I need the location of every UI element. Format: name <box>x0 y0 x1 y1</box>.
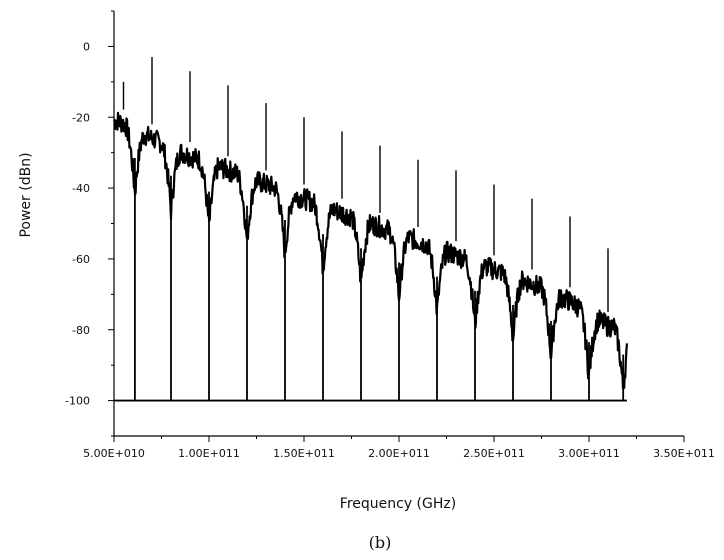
x-tick-label: 3.50E+011 <box>653 447 715 460</box>
x-tick-label: 5.00E+010 <box>83 447 145 460</box>
x-tick-label: 1.50E+011 <box>273 447 335 460</box>
y-tick-label: -20 <box>72 111 90 124</box>
x-tick-label: 2.50E+011 <box>463 447 525 460</box>
y-tick-label: -40 <box>72 182 90 195</box>
y-tick-label: 0 <box>83 40 90 53</box>
y-tick-label: -80 <box>72 324 90 337</box>
x-tick-label: 3.00E+011 <box>558 447 620 460</box>
spectrum-trace <box>112 111 629 390</box>
x-axis-title: Frequency (GHz) <box>340 496 456 512</box>
x-tick-label: 1.00E+011 <box>178 447 240 460</box>
y-tick-label: -60 <box>72 253 90 266</box>
y-tick-label: -100 <box>65 395 90 408</box>
x-tick-label: 2.00E+011 <box>368 447 430 460</box>
figure-caption: (b) <box>369 533 392 552</box>
axes: 0 -20 -40 -60 -80 -100 5.00E+010 1.00E+011 1.50E… <box>65 10 715 460</box>
y-axis-title: Power (dBn) <box>18 152 34 237</box>
plot-area <box>112 57 629 402</box>
